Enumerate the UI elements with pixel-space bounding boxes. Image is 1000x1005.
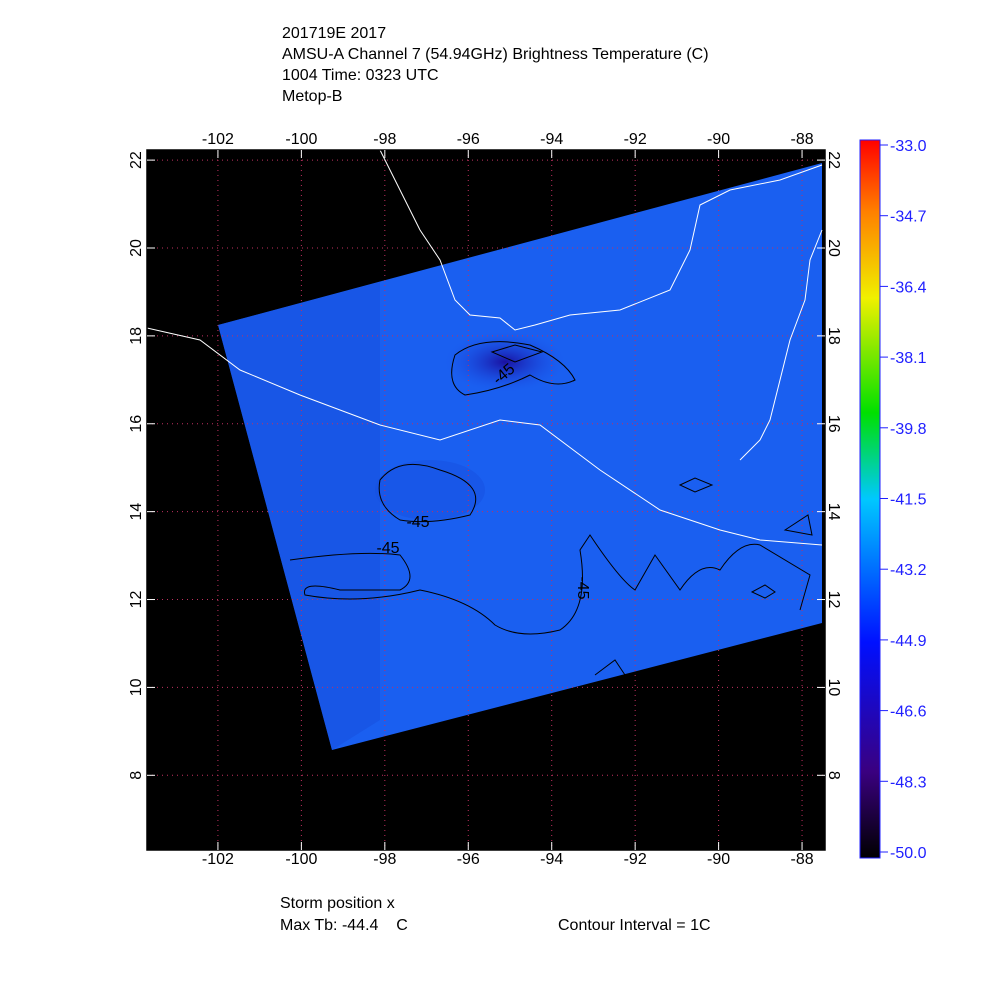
colorbar-label: -39.8 (890, 421, 927, 438)
lon-label: -98 (373, 851, 396, 868)
lat-label: 16 (825, 415, 842, 433)
swath-edge (218, 282, 380, 750)
lon-label: -96 (457, 851, 480, 868)
lat-label: 12 (128, 591, 145, 609)
lat-label: 18 (825, 327, 842, 345)
lat-label: 14 (825, 503, 842, 521)
lat-label: 20 (128, 239, 145, 257)
lat-label: 22 (128, 151, 145, 169)
colorbar (859, 139, 881, 859)
lat-label: 10 (825, 679, 842, 697)
lon-label: -90 (707, 131, 730, 148)
coastline (146, 149, 823, 546)
colorbar-label: -43.2 (890, 562, 927, 579)
lon-label: -88 (790, 131, 813, 148)
low-region (375, 460, 485, 520)
lon-label: -100 (285, 851, 317, 868)
lon-label: -92 (624, 131, 647, 148)
title-line: Metop-B (282, 88, 342, 105)
colorbar-label: -48.3 (890, 774, 927, 791)
lon-label: -94 (540, 131, 563, 148)
lon-label: -94 (540, 851, 563, 868)
footer-contour: Contour Interval = 1C (558, 917, 711, 934)
colorbar-label: -38.1 (890, 350, 927, 367)
lat-label: 20 (825, 239, 842, 257)
lat-label: 14 (128, 503, 145, 521)
colorbar-label: -50.0 (890, 845, 927, 862)
lat-label: 10 (128, 678, 145, 696)
footer-max-tb: Max Tb: -44.4 C (280, 917, 408, 934)
contour-label: -45 (406, 514, 429, 531)
lon-label: -98 (373, 131, 396, 148)
lon-label: -96 (457, 131, 480, 148)
map-frame (146, 149, 826, 851)
colorbar-label: -46.6 (890, 704, 927, 721)
contour (289, 341, 813, 676)
colorbar-label: -36.4 (890, 279, 927, 296)
lat-label: 8 (825, 771, 842, 780)
lat-label: 8 (128, 771, 145, 780)
lon-label: -100 (285, 131, 317, 148)
lon-label: -102 (202, 851, 234, 868)
lon-label: -88 (790, 851, 813, 868)
footer-storm: Storm position x (280, 895, 395, 912)
contour-label: -45 (376, 540, 399, 557)
colorbar-label: -44.9 (890, 633, 927, 650)
colorbar-label: -33.0 (890, 138, 927, 155)
title-line: AMSU-A Channel 7 (54.94GHz) Brightness T… (282, 46, 709, 63)
lat-label: 12 (825, 591, 842, 609)
lat-label: 18 (128, 327, 145, 345)
contour-label: -45 (574, 576, 591, 599)
lon-label: -92 (624, 851, 647, 868)
lon-label: -102 (202, 131, 234, 148)
lat-label: 16 (128, 415, 145, 433)
colorbar-label: -34.7 (890, 209, 927, 226)
colorbar-label: -41.5 (890, 492, 927, 509)
title-line: 1004 Time: 0323 UTC (282, 67, 439, 84)
lon-label: -90 (707, 851, 730, 868)
title-line: 201719E 2017 (282, 25, 386, 42)
lat-label: 22 (825, 151, 842, 169)
